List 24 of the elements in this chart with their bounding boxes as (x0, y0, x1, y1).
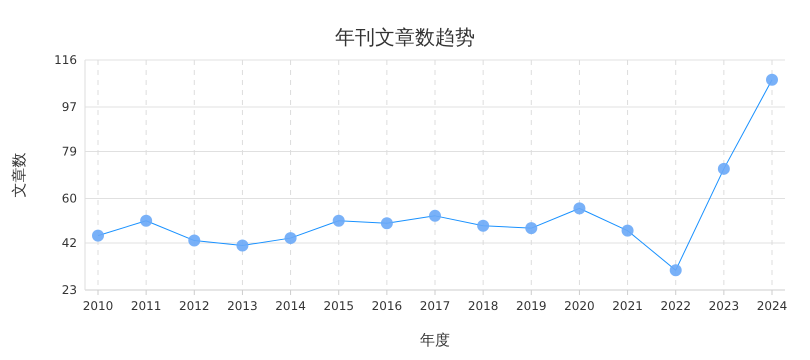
x-tick-label: 2011 (130, 299, 162, 313)
x-tick-label: 2019 (516, 299, 547, 313)
x-tick-label: 2018 (468, 299, 498, 313)
x-tick-label: 2012 (179, 299, 210, 313)
x-tick-label: 2013 (227, 299, 258, 313)
y-tick-label: 23 (62, 283, 77, 297)
y-axis-title: 文章数 (10, 152, 28, 198)
x-tick-label: 2023 (708, 299, 740, 313)
chart-title: 年刊文章数趋势 (335, 25, 475, 49)
y-tick-label: 97 (62, 100, 77, 114)
x-tick-label: 2014 (275, 299, 306, 313)
x-tick-label: 2020 (564, 299, 595, 313)
x-tick-label: 2021 (612, 299, 643, 313)
y-tick-label: 42 (62, 236, 77, 250)
x-tick-label: 2024 (756, 299, 788, 313)
x-tick-label: 2022 (660, 299, 691, 313)
x-tick-label: 2010 (82, 299, 114, 313)
y-tick-label: 79 (62, 144, 77, 159)
x-axis-title: 年度 (420, 331, 450, 349)
x-tick-label: 2015 (323, 299, 354, 313)
y-tick-label: 116 (54, 53, 77, 67)
x-tick-label: 2016 (372, 299, 402, 313)
y-tick-label: 60 (62, 191, 77, 206)
x-tick-label: 2017 (420, 299, 450, 313)
